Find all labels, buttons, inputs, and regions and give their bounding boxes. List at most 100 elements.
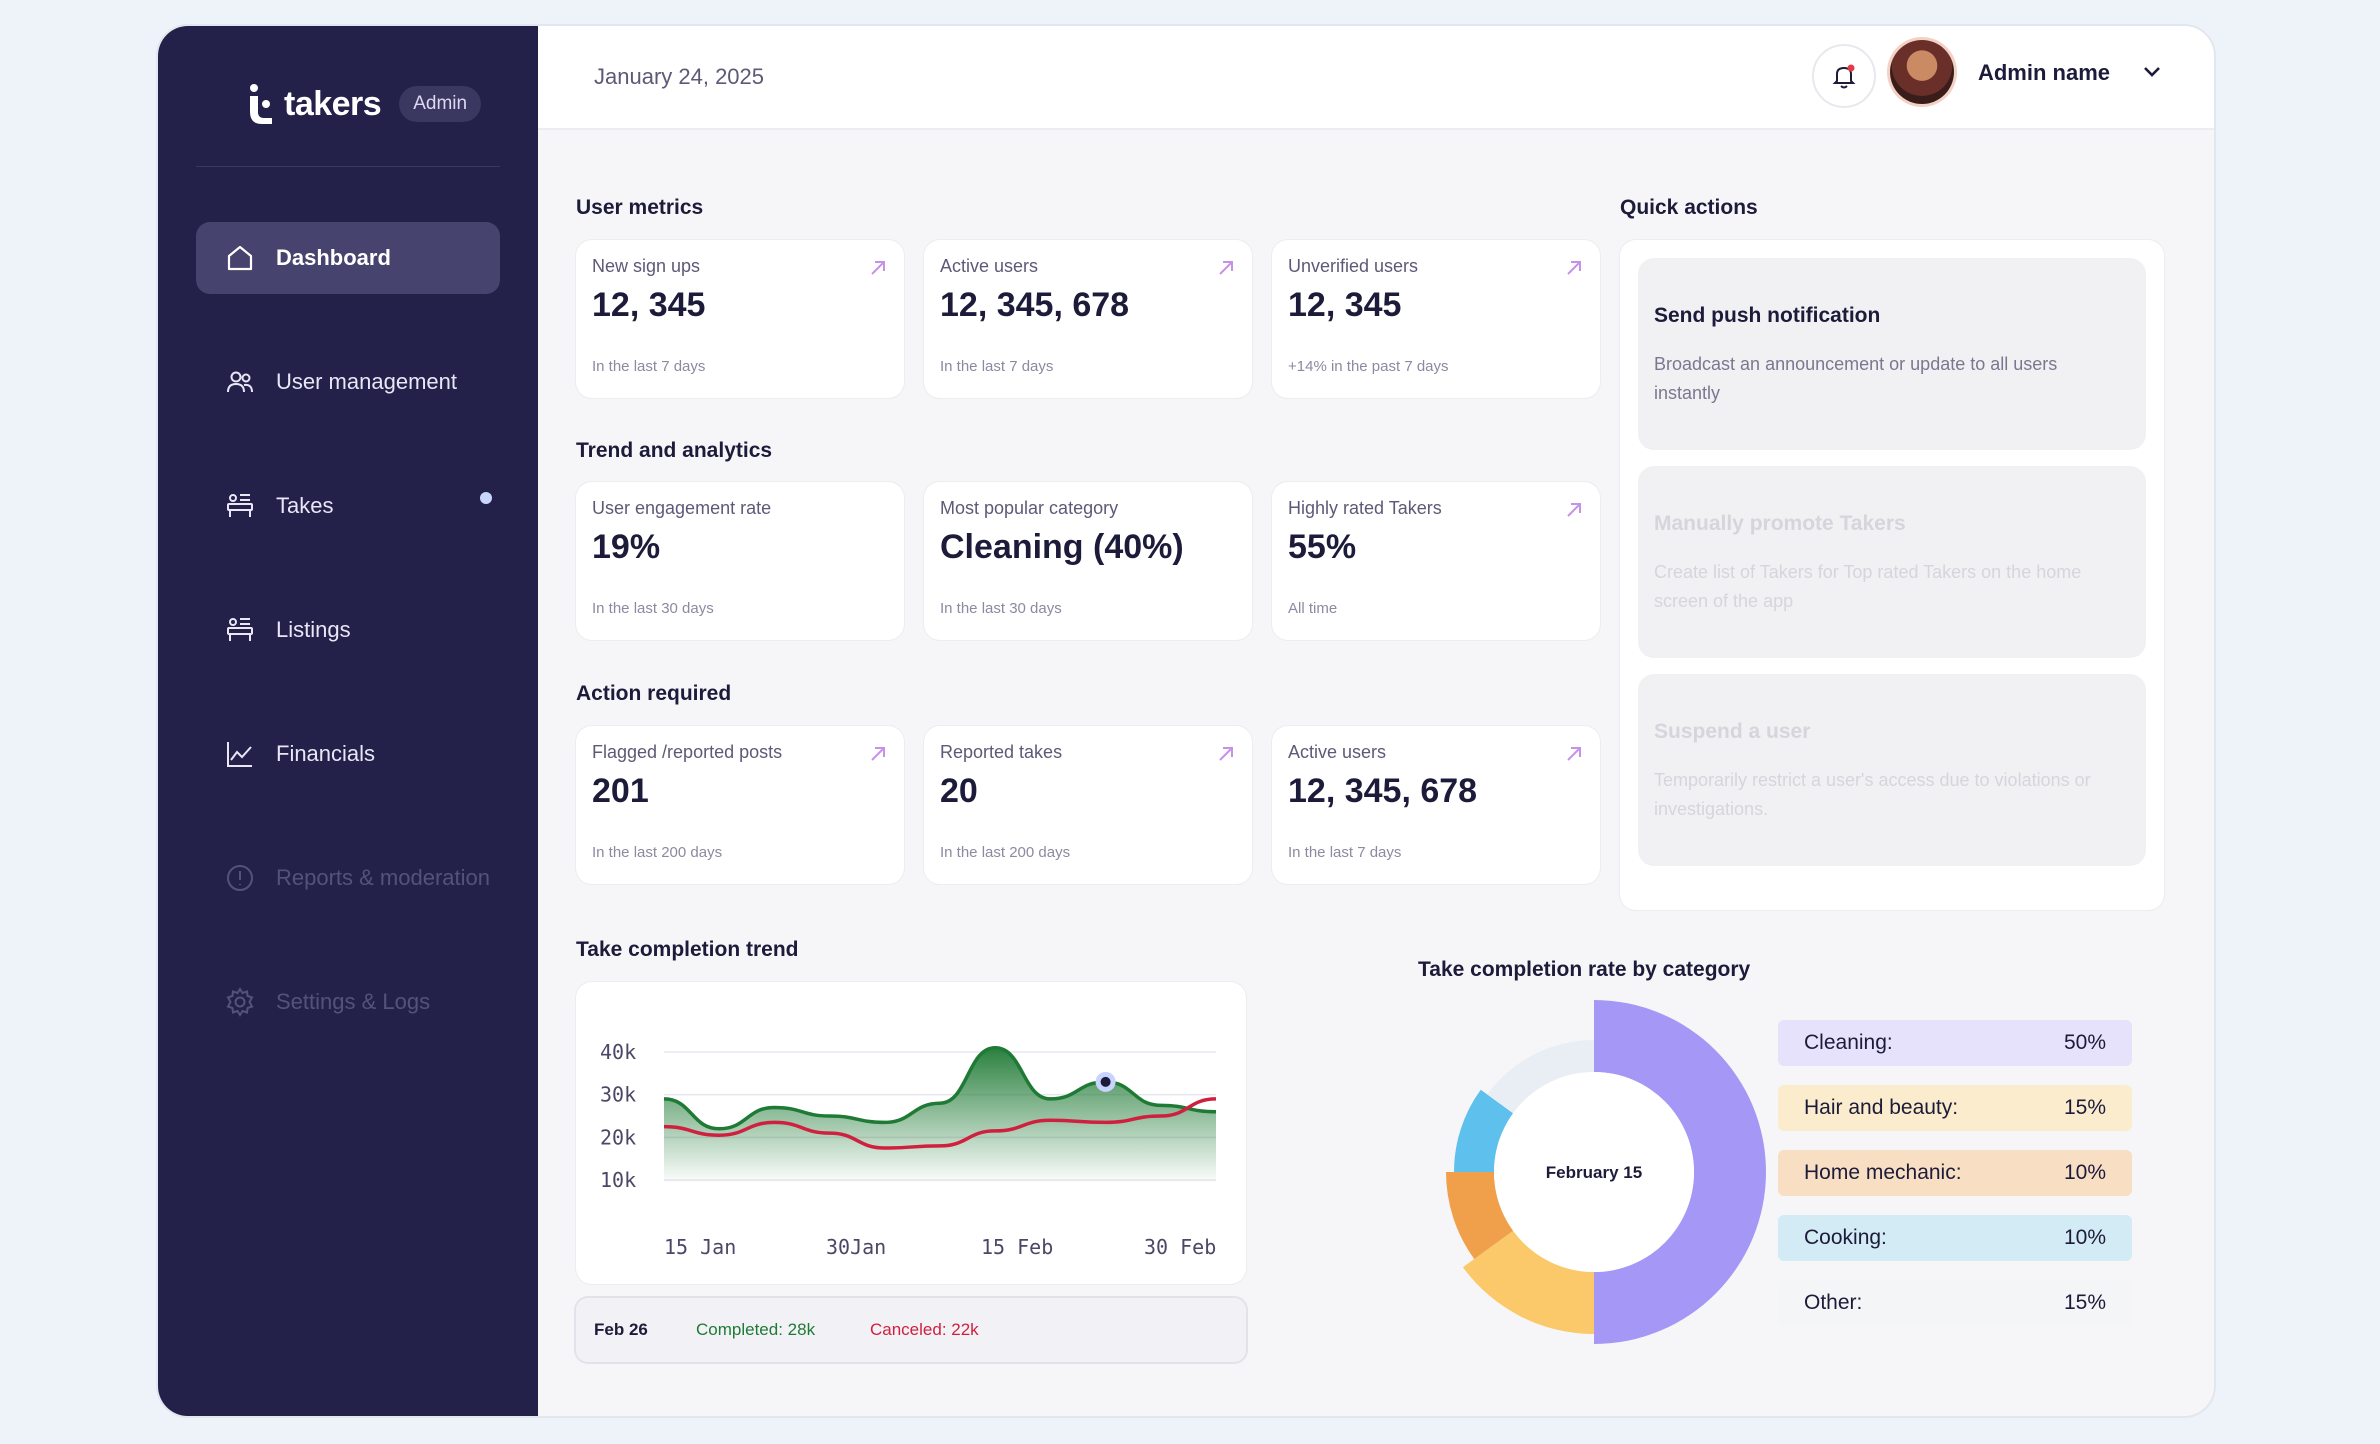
y-tick-label: 10k [600,1168,636,1192]
donut-slice[interactable] [1487,1040,1594,1114]
takers-logo-icon [246,82,276,126]
metric-subtext: In the last 7 days [1288,844,1402,861]
user-name[interactable]: Admin name [1977,60,2110,85]
app-frame: takers Admin Dashboard User management T… [158,26,2214,1416]
arrow-up-right-icon[interactable] [868,744,888,764]
section-title-user-metrics: User metrics [576,196,704,219]
y-tick-label: 40k [600,1040,636,1064]
metric-value: 12, 345, 678 [940,286,1130,324]
sidebar-item-label: Listings [276,617,351,642]
arrow-up-right-icon[interactable] [1216,258,1236,278]
metric-card-new-signups[interactable]: New sign ups 12, 345 In the last 7 days [576,240,904,398]
category-row[interactable]: Home mechanic: 10% [1778,1150,2132,1196]
category-value: 15% [2063,1096,2106,1119]
metric-card-reported-takes[interactable]: Reported takes 20 In the last 200 days [924,726,1252,884]
metric-label: Unverified users [1288,256,1419,276]
x-tick-label: 15 Jan [664,1235,736,1259]
avatar[interactable] [1890,40,1954,104]
metric-subtext: In the last 7 days [940,358,1054,375]
metric-value: 55% [1288,528,1357,566]
listings-icon [227,618,253,641]
notifications-button[interactable] [1812,44,1876,108]
y-tick-label: 20k [600,1125,636,1149]
quick-action-description: Create list of Takers for Top rated Take… [1654,562,2082,611]
metric-card-active-users-action[interactable]: Active users 12, 345, 678 In the last 7 … [1272,726,1600,884]
category-donut-chart[interactable]: February 15 [1414,992,1774,1352]
current-date: January 24, 2025 [594,64,765,89]
x-tick-label: 15 Feb [981,1235,1053,1259]
sidebar-item-label: User management [276,369,457,394]
donut-slice[interactable] [1594,1000,1766,1344]
category-row[interactable]: Hair and beauty: 15% [1778,1085,2132,1131]
arrow-up-right-icon[interactable] [1564,744,1584,764]
sidebar-item-label: Takes [276,493,334,518]
donut-slice[interactable] [1462,1230,1594,1334]
sidebar-item-label: Financials [276,741,376,766]
metric-card-flagged-posts[interactable]: Flagged /reported posts 201 In the last … [576,726,904,884]
category-row[interactable]: Cleaning: 50% [1778,1020,2132,1066]
quick-action-send-push[interactable]: Send push notification Broadcast an anno… [1638,258,2146,450]
quick-action-title: Send push notification [1654,304,1881,327]
sidebar-item-user-management[interactable]: User management [196,346,500,418]
donut-slice[interactable] [1454,1089,1514,1172]
metric-subtext: In the last 30 days [592,600,714,617]
category-row[interactable]: Other: 15% [1778,1280,2132,1326]
sidebar-item-label: Dashboard [276,245,391,270]
notification-dot [480,492,492,504]
arrow-up-right-icon[interactable] [1216,744,1236,764]
alert-circle-icon [227,865,253,891]
metric-value: 19% [592,528,661,566]
quick-action-title: Suspend a user [1654,720,1811,743]
x-tick-label: 30 Feb [1144,1235,1216,1259]
section-title-action-required: Action required [576,682,732,705]
metric-subtext: +14% in the past 7 days [1288,358,1449,375]
tooltip-completed: Completed: 28k [696,1320,816,1339]
metric-card-active-users[interactable]: Active users 12, 345, 678 In the last 7 … [924,240,1252,398]
arrow-up-right-icon[interactable] [1564,500,1584,520]
sidebar-item-settings-logs[interactable]: Settings & Logs [196,966,500,1038]
quick-action-promote-takers[interactable]: Manually promote Takers Create list of T… [1638,466,2146,658]
metric-label: Most popular category [940,498,1119,518]
metric-label: Flagged /reported posts [592,742,783,762]
category-value: 10% [2063,1226,2106,1249]
sidebar-item-financials[interactable]: Financials [196,718,500,790]
category-label: Home mechanic: [1804,1161,1962,1184]
completion-trend-chart[interactable]: 40k 30k 20k 10k 15 Jan 30Jan 15 Feb 30 Feb [576,982,1246,1284]
quick-action-description: Broadcast an announcement or update to a… [1654,354,2058,403]
category-label: Other: [1804,1291,1863,1314]
donut-slice[interactable] [1446,1172,1514,1259]
metric-label: Highly rated Takers [1288,498,1442,518]
x-tick-label: 30Jan [826,1235,886,1259]
sidebar-item-dashboard[interactable]: Dashboard [196,222,500,294]
sidebar-item-label: Reports & moderation [276,865,490,890]
users-icon [227,371,253,393]
section-title-trend: Trend and analytics [576,439,773,462]
chevron-down-icon[interactable] [2140,60,2164,84]
sidebar-item-takes[interactable]: Takes [196,470,500,542]
arrow-up-right-icon[interactable] [868,258,888,278]
metric-card-engagement-rate[interactable]: User engagement rate 19% In the last 30 … [576,482,904,640]
gear-icon [226,987,254,1017]
takes-icon [227,494,253,517]
metric-label: Reported takes [940,742,1063,762]
quick-action-suspend-user[interactable]: Suspend a user Temporarily restrict a us… [1638,674,2146,866]
chart-line-icon [227,742,252,767]
metric-value: 12, 345 [592,286,706,324]
bell-icon [1832,64,1856,89]
y-tick-label: 30k [600,1083,636,1107]
brand-logo[interactable]: takers Admin [246,74,482,134]
arrow-up-right-icon[interactable] [1564,258,1584,278]
category-row[interactable]: Cooking: 10% [1778,1215,2132,1261]
sidebar-divider [196,166,500,167]
chart-tooltip-summary: Feb 26 Completed: 28k Canceled: 22k [576,1298,1246,1362]
category-value: 10% [2063,1161,2106,1184]
donut-chart-svg: February 15 [1446,1000,1766,1344]
metric-card-highly-rated[interactable]: Highly rated Takers 55% All time [1272,482,1600,640]
category-value: 15% [2063,1291,2106,1314]
sidebar-item-reports-moderation[interactable]: Reports & moderation [196,842,500,914]
category-label: Hair and beauty: [1804,1096,1959,1119]
metric-card-popular-category[interactable]: Most popular category Cleaning (40%) In … [924,482,1252,640]
metric-card-unverified-users[interactable]: Unverified users 12, 345 +14% in the pas… [1272,240,1600,398]
sidebar-item-listings[interactable]: Listings [196,594,500,666]
donut-center [1494,1072,1694,1272]
